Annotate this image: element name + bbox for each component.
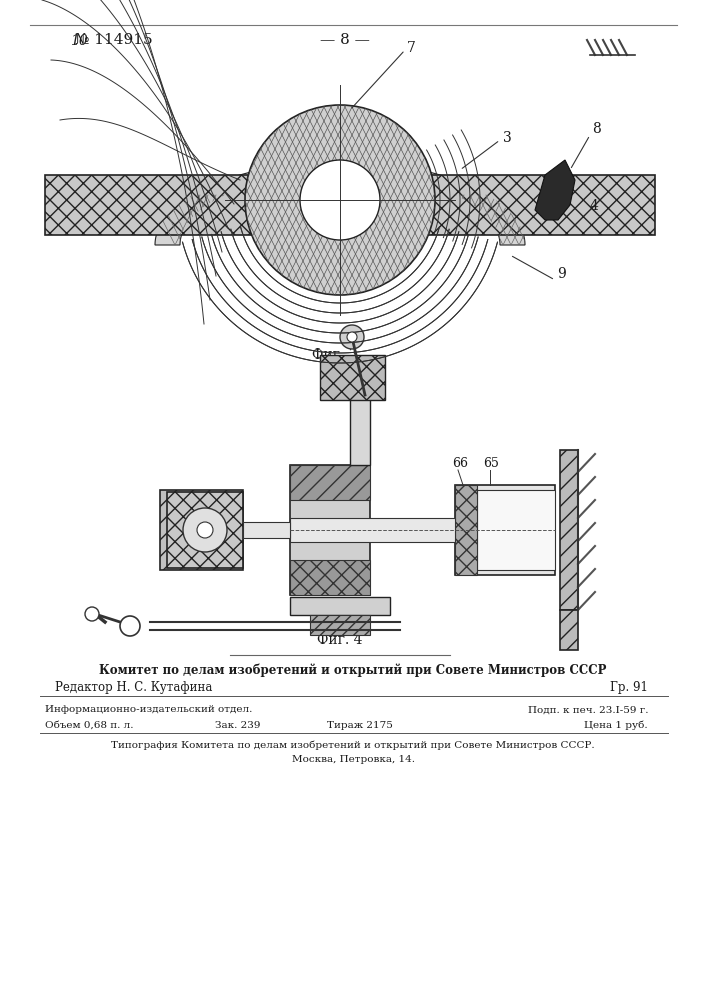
Polygon shape: [535, 160, 575, 220]
Bar: [320, 355, 385, 400]
Text: Редактор Н. С. Кутафина: Редактор Н. С. Кутафина: [55, 682, 212, 694]
Text: Объем 0,68 п. л.: Объем 0,68 п. л.: [45, 720, 134, 730]
Text: Комитет по делам изобретений и открытий при Совете Министров СССР: Комитет по делам изобретений и открытий …: [99, 663, 607, 677]
Circle shape: [245, 105, 435, 295]
Text: 10: 10: [70, 34, 88, 48]
Circle shape: [340, 325, 364, 349]
Text: 4: 4: [590, 199, 599, 213]
Text: Фиг. 4: Фиг. 4: [317, 633, 363, 647]
Text: 8: 8: [592, 122, 601, 136]
Circle shape: [183, 508, 227, 552]
Circle shape: [120, 616, 140, 636]
Text: Фиг. 3: Фиг. 3: [312, 348, 358, 362]
Bar: [290, 518, 455, 542]
Text: 9: 9: [557, 267, 566, 281]
Text: № 114915: № 114915: [75, 33, 153, 47]
Text: — 8 —: — 8 —: [320, 33, 370, 47]
Text: 66: 66: [452, 457, 468, 470]
Bar: [477, 490, 555, 570]
Text: 65: 65: [483, 457, 499, 470]
Bar: [160, 490, 243, 570]
Polygon shape: [155, 162, 525, 245]
Text: Информационно-издательский отдел.: Информационно-издательский отдел.: [45, 706, 252, 714]
Text: Цена 1 руб.: Цена 1 руб.: [585, 720, 648, 730]
Bar: [290, 560, 370, 595]
Bar: [560, 450, 578, 610]
Circle shape: [347, 332, 357, 342]
Circle shape: [85, 607, 99, 621]
Text: Москва, Петровка, 14.: Москва, Петровка, 14.: [291, 754, 414, 764]
Text: 7: 7: [407, 41, 416, 55]
Bar: [290, 465, 370, 500]
Circle shape: [300, 160, 380, 240]
Bar: [243, 522, 290, 538]
Bar: [455, 485, 477, 575]
Bar: [167, 492, 243, 568]
Bar: [560, 610, 578, 650]
Bar: [290, 597, 390, 615]
Text: 3: 3: [503, 131, 512, 145]
Text: Зак. 239: Зак. 239: [215, 720, 260, 730]
Circle shape: [197, 522, 213, 538]
Text: Тираж 2175: Тираж 2175: [327, 720, 393, 730]
Text: Типография Комитета по делам изобретений и открытий при Совете Министров СССР.: Типография Комитета по делам изобретений…: [111, 740, 595, 750]
Bar: [350, 370, 370, 465]
Bar: [290, 465, 370, 595]
Text: Гр. 91: Гр. 91: [610, 682, 648, 694]
Bar: [45, 175, 655, 235]
Bar: [310, 615, 370, 635]
Bar: [455, 485, 555, 575]
Text: Подп. к печ. 23.I-59 г.: Подп. к печ. 23.I-59 г.: [527, 706, 648, 714]
